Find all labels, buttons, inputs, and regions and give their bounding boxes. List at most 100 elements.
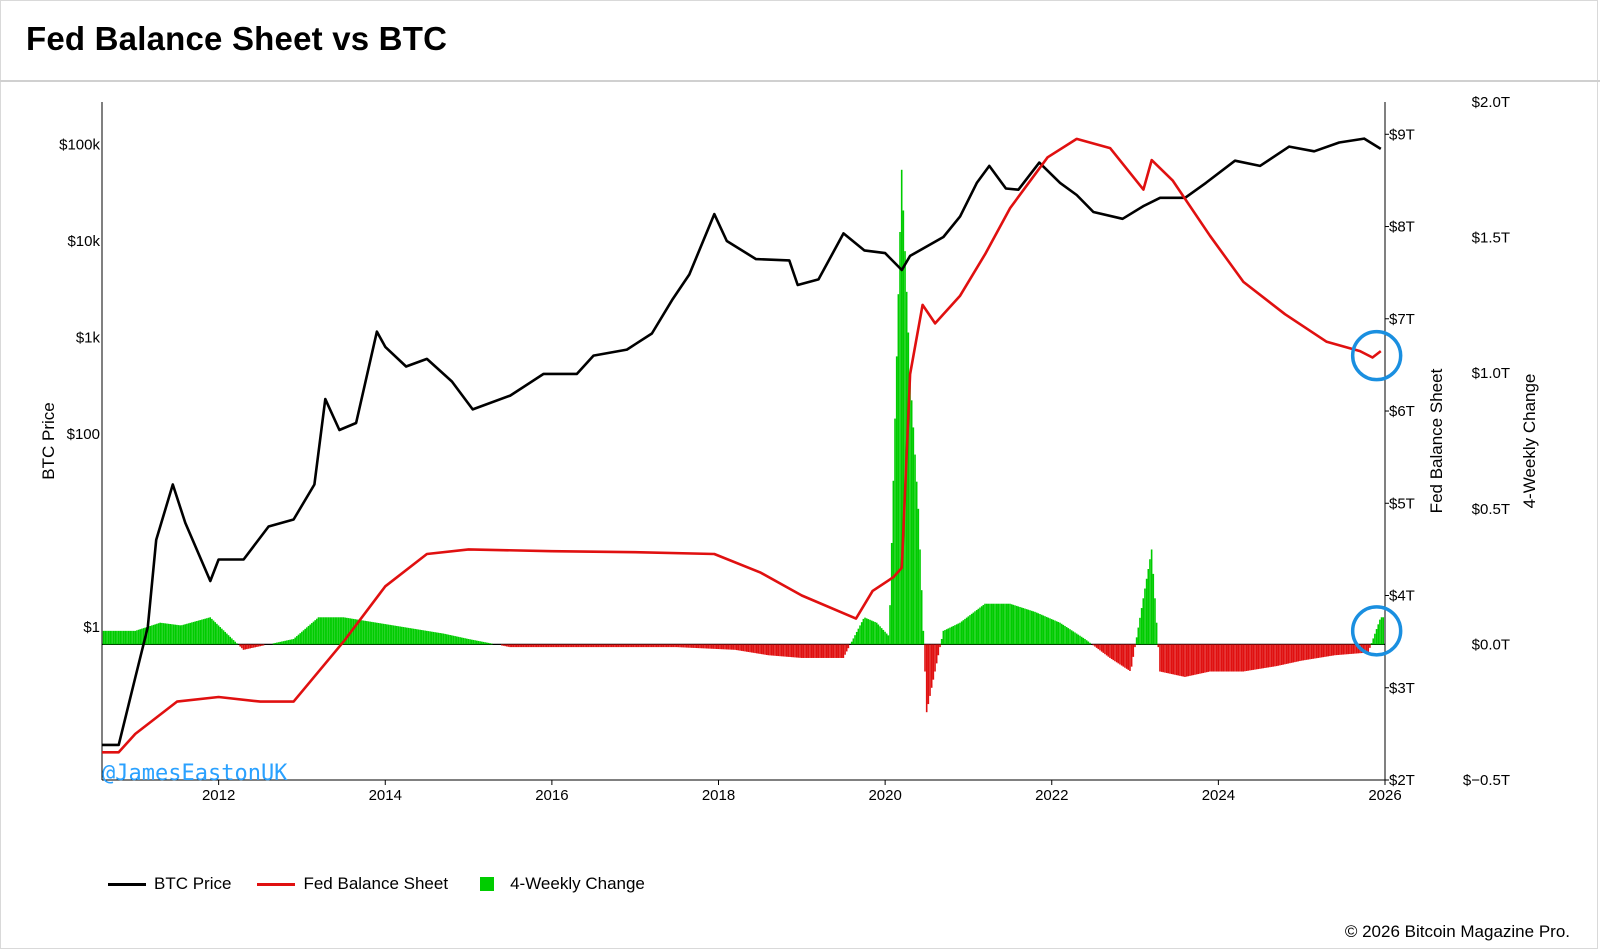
change-bar xyxy=(1089,642,1091,645)
change-bar xyxy=(1100,644,1103,652)
change-bar xyxy=(715,644,718,649)
change-bar xyxy=(635,644,638,648)
change-bar xyxy=(852,638,855,645)
change-bar xyxy=(725,644,728,650)
change-bar xyxy=(609,644,611,648)
change-bar xyxy=(564,644,566,648)
change-bar xyxy=(750,644,753,653)
change-bar xyxy=(209,617,212,645)
change-bar xyxy=(627,644,630,648)
change-bar xyxy=(1005,603,1008,645)
change-bar xyxy=(1184,644,1186,677)
change-bar xyxy=(1079,635,1081,645)
change-bar xyxy=(1340,644,1343,655)
change-bar xyxy=(890,542,893,645)
change-bar xyxy=(1159,644,1161,672)
change-bar xyxy=(987,603,990,645)
change-bar xyxy=(1334,644,1336,656)
change-bar xyxy=(697,644,700,649)
change-bar xyxy=(1345,644,1348,655)
change-bar xyxy=(441,633,443,645)
change-bar xyxy=(1355,644,1358,654)
change-bar xyxy=(246,644,248,650)
change-bar xyxy=(672,644,675,648)
change-bar xyxy=(162,623,165,645)
change-bar xyxy=(1030,610,1033,645)
change-bar xyxy=(1275,644,1278,667)
change-bar xyxy=(326,617,328,645)
change-bar xyxy=(642,644,645,648)
change-bar xyxy=(141,628,143,645)
change-bar xyxy=(1325,644,1328,657)
change-bar xyxy=(864,617,866,645)
change-bar xyxy=(1264,644,1266,668)
change-bar xyxy=(474,640,476,645)
legend-item-btc-price[interactable]: BTC Price xyxy=(108,874,231,894)
change-bar xyxy=(1092,644,1095,646)
legend-item-fed-balance-sheet[interactable]: Fed Balance Sheet xyxy=(257,874,448,894)
change-bar xyxy=(1370,643,1373,645)
legend-item-4-weekly-change[interactable]: 4-Weekly Change xyxy=(474,874,645,894)
change-bar xyxy=(629,644,631,648)
change-bar xyxy=(1267,644,1270,668)
change-bar xyxy=(449,634,451,645)
change-bar xyxy=(232,640,235,645)
change-bar xyxy=(1250,644,1253,671)
change-bar xyxy=(695,644,698,649)
change-bar xyxy=(1014,605,1016,645)
change-bar xyxy=(1234,644,1236,672)
change-bar xyxy=(744,644,746,652)
change-bar xyxy=(174,624,177,645)
change-bar xyxy=(1222,644,1225,672)
change-bar xyxy=(106,630,108,645)
change-bar xyxy=(1245,644,1248,671)
change-bar xyxy=(389,624,391,645)
btc-price-line xyxy=(102,137,1382,747)
copyright: © 2026 Bitcoin Magazine Pro. xyxy=(1344,922,1570,941)
change-bar xyxy=(740,644,743,651)
change-bar xyxy=(1287,644,1290,664)
x-tick-label: 2012 xyxy=(202,787,235,804)
change-bar xyxy=(1190,644,1193,676)
change-bar xyxy=(219,627,222,645)
change-bar xyxy=(1195,644,1198,675)
change-bar xyxy=(789,644,791,658)
change-bar xyxy=(1199,644,1201,674)
highlight-circle-1 xyxy=(1350,329,1403,382)
change-bar xyxy=(610,644,613,648)
change-bar xyxy=(169,624,172,645)
change-bar xyxy=(1149,559,1151,645)
change-bar xyxy=(252,644,255,648)
change-tick-label: $−0.5T xyxy=(1463,772,1510,789)
change-bar xyxy=(650,644,653,648)
change-bar xyxy=(747,644,750,652)
change-bar xyxy=(520,644,523,648)
change-bar xyxy=(797,644,800,658)
change-bar xyxy=(640,644,643,648)
change-bar xyxy=(570,644,573,648)
change-bar xyxy=(202,619,205,645)
btc-tick-label: $10k xyxy=(67,233,100,250)
change-bar xyxy=(1094,644,1096,647)
change-bar xyxy=(805,644,808,658)
change-bar xyxy=(261,644,263,646)
change-bar xyxy=(835,644,838,658)
change-bar xyxy=(799,644,801,658)
change-bar xyxy=(342,617,345,645)
change-bar xyxy=(339,617,341,645)
change-bar xyxy=(527,644,530,648)
change-bar xyxy=(945,629,948,645)
change-bar xyxy=(411,628,413,645)
change-bar xyxy=(820,644,823,658)
change-bar xyxy=(785,644,788,657)
change-bar xyxy=(372,622,375,645)
change-bar xyxy=(404,627,406,645)
change-bar xyxy=(929,644,931,696)
change-bar xyxy=(910,400,913,645)
change-bar xyxy=(1225,644,1228,672)
change-bar xyxy=(391,625,393,645)
change-bar xyxy=(685,644,688,648)
change-bar xyxy=(314,620,316,645)
change-bar xyxy=(1045,616,1048,645)
change-bar xyxy=(709,644,711,649)
